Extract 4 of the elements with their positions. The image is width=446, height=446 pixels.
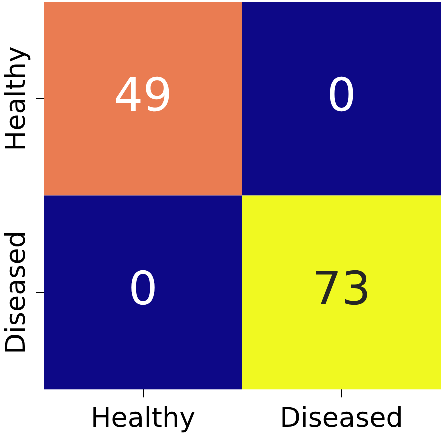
data-label: 0: [128, 262, 158, 316]
data-label: 49: [114, 68, 173, 122]
data-label: 0: [327, 68, 356, 122]
data-label: 73: [312, 262, 372, 316]
